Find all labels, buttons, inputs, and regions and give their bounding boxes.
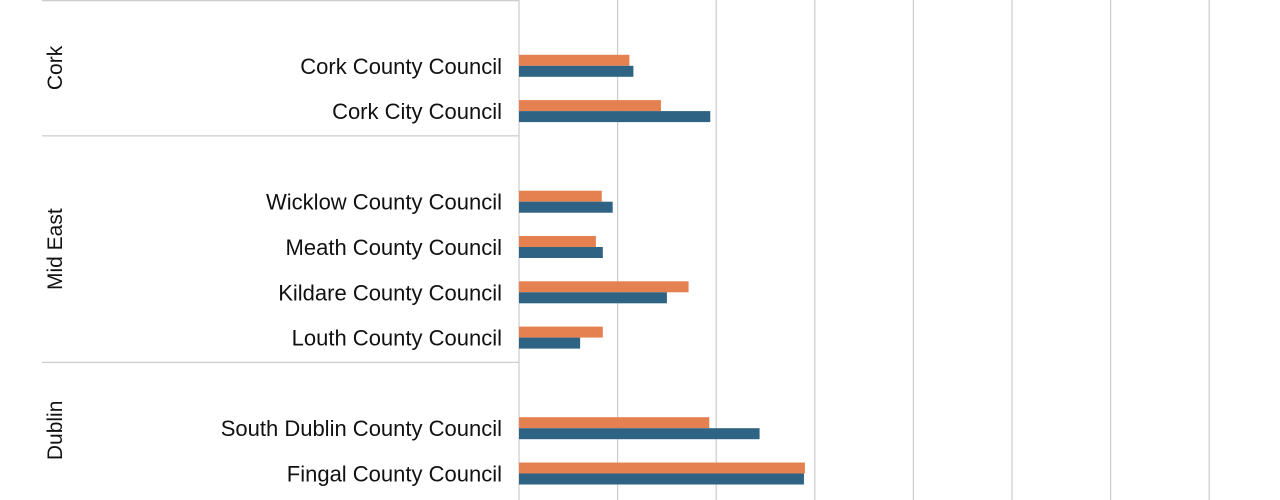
bar-series-a	[519, 54, 630, 66]
bar-series-a	[519, 326, 603, 338]
bar-series-a	[519, 100, 661, 112]
bar-series-b	[519, 247, 603, 258]
category-label: Kildare County Council	[278, 280, 502, 305]
region-label: Dublin	[44, 401, 67, 461]
bar-series-a	[519, 417, 710, 429]
category-label: Louth County Council	[292, 326, 502, 351]
bar-series-b	[519, 292, 667, 304]
bar-series-a	[519, 281, 689, 293]
bar-series-a	[519, 462, 805, 474]
gridlines	[518, 0, 1210, 500]
category-label: Meath County Council	[286, 235, 502, 260]
bar-series-b	[519, 65, 634, 77]
bar-series-b	[519, 201, 613, 213]
bar-series-b	[519, 428, 760, 440]
region-label: Mid East	[44, 208, 67, 290]
category-label: Cork City Council	[332, 99, 502, 124]
bar-series-a	[519, 190, 602, 202]
bar-series-b	[519, 111, 711, 123]
bar-series-a	[519, 236, 596, 247]
category-label: Fingal County Council	[287, 462, 502, 487]
bar-series-b	[519, 473, 804, 485]
category-label: South Dublin County Council	[221, 416, 502, 441]
bar-series-b	[519, 337, 581, 349]
category-label: Wicklow County Council	[266, 190, 502, 215]
bars: Cork County Council Cork City Council Wick…	[221, 54, 805, 487]
category-label: Cork County Council	[300, 54, 502, 79]
region-label: Cork	[44, 45, 67, 90]
region-panels: Cork Mid East Dublin	[42, 0, 519, 461]
